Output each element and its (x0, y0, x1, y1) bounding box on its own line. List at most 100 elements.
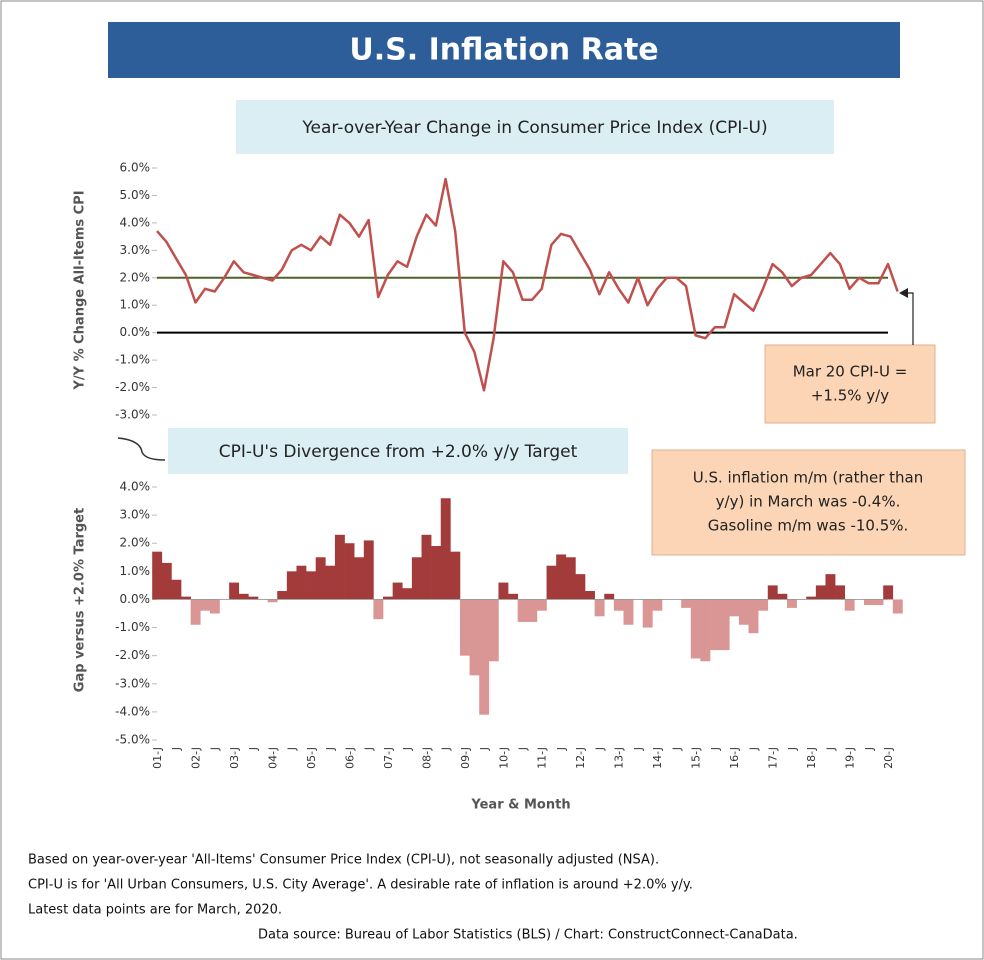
y-tick-label: 4.0% (120, 215, 151, 229)
gap-bar (373, 599, 384, 620)
gap-bar (719, 599, 730, 651)
gap-bar (363, 540, 374, 600)
x-tick-label: 01-J (151, 747, 164, 769)
x-tick-label: 05-J (305, 747, 318, 769)
gap-bar (575, 574, 586, 600)
chart-title: U.S. Inflation Rate (349, 33, 658, 68)
gap-bar (613, 599, 624, 611)
gap-bar (411, 557, 422, 600)
gap-bar (277, 591, 288, 600)
gap-bar (681, 599, 692, 608)
x-tick-label: J (247, 747, 260, 751)
x-tick-label: 17-J (767, 747, 780, 769)
y-tick-label: 0.0% (120, 325, 151, 339)
gap-bar (623, 599, 634, 625)
x-tick-label: 07-J (382, 747, 395, 769)
gap-bar (161, 562, 172, 600)
gap-bar (883, 585, 894, 600)
gap-bar (738, 599, 749, 625)
x-tick-label: 06-J (343, 747, 356, 769)
y-tick-label: -3.0% (115, 676, 150, 690)
gap-bar (200, 599, 211, 611)
gap-bar (392, 582, 403, 600)
y-tick-label: 4.0% (120, 480, 151, 494)
x-tick-label: J (324, 747, 337, 751)
y2-axis-title: Gap versus +2.0% Target (73, 508, 88, 692)
x-tick-label: J (670, 747, 683, 751)
gap-bar (459, 599, 470, 656)
gap-bar (296, 565, 307, 600)
y-tick-label: 1.0% (120, 564, 151, 578)
gap-bar (440, 498, 451, 600)
gap-bar (565, 557, 576, 600)
gap-bar (450, 551, 461, 600)
gap-bar (517, 599, 528, 622)
title-banner (108, 22, 900, 78)
x-tick-label: 04-J (266, 747, 279, 769)
annotation-arrow (906, 292, 914, 345)
gap-bar (863, 599, 874, 606)
y-tick-label: 3.0% (120, 508, 151, 522)
annotation-text: U.S. inflation m/m (rather than (693, 469, 924, 487)
gap-bar (527, 599, 538, 622)
x-tick-label: J (555, 747, 568, 751)
gap-bar (421, 534, 432, 600)
x-tick-label: 16-J (728, 747, 741, 769)
annotation-text: +1.5% y/y (811, 387, 889, 405)
x-tick-label: 03-J (228, 747, 241, 769)
footnote: Based on year-over-year 'All-Items' Cons… (28, 853, 659, 868)
gap-bar (431, 546, 442, 600)
gap-bar (873, 599, 884, 606)
gap-bar (383, 596, 393, 600)
gap-bar (325, 565, 336, 600)
x-tick-label: J (363, 747, 376, 751)
gap-bar (556, 554, 567, 600)
gap-bar (536, 599, 547, 611)
subtitle-box (236, 100, 834, 154)
gap-bar (642, 599, 653, 628)
gap-bar (806, 596, 817, 600)
y-axis-title: Y/Y % Change All-Items CPI (73, 190, 88, 390)
y-tick-label: -1.0% (115, 620, 150, 634)
gap-bar (306, 571, 317, 600)
y-tick-label: 6.0% (120, 161, 151, 175)
gap-bar (652, 599, 663, 611)
y-tick-label: 2.0% (120, 536, 151, 550)
gap-bar (690, 599, 701, 659)
x-tick-label: J (170, 747, 183, 751)
x-tick-label: J (478, 747, 491, 751)
x-tick-label: J (709, 747, 722, 751)
subtitle: Year-over-Year Change in Consumer Price … (301, 118, 767, 138)
annotation-text: y/y) in March was -0.4%. (716, 493, 901, 511)
x-axis-title: Year & Month (470, 798, 570, 813)
lower-subtitle: CPI-U's Divergence from +2.0% y/y Target (219, 442, 578, 462)
x-tick-label: J (632, 747, 645, 751)
y-tick-label: -2.0% (115, 648, 150, 662)
connector (117, 437, 166, 461)
gap-bar (152, 551, 163, 600)
x-tick-label: J (440, 747, 453, 751)
x-tick-label: 18-J (805, 747, 818, 769)
gap-bar (334, 534, 345, 600)
x-tick-label: 19-J (844, 747, 857, 769)
gap-bar (479, 599, 490, 715)
x-tick-label: 20-J (882, 747, 895, 769)
gap-bar (190, 599, 201, 625)
gap-bar (700, 599, 711, 662)
footnote: Latest data points are for March, 2020. (28, 903, 282, 918)
x-tick-label: 15-J (690, 747, 703, 769)
gap-bar (286, 571, 297, 600)
gap-bar (758, 599, 769, 611)
gap-bar (844, 599, 855, 611)
gap-bar (267, 599, 278, 603)
x-tick-label: J (593, 747, 606, 751)
gap-bar (729, 599, 740, 617)
annotation-box (651, 449, 966, 556)
y-tick-label: 1.0% (120, 298, 151, 312)
y-tick-label: -4.0% (115, 704, 150, 718)
gap-bar (835, 585, 846, 600)
gap-bar (546, 565, 557, 600)
x-tick-label: 12-J (574, 747, 587, 769)
annotation-text: Mar 20 CPI-U = (793, 363, 908, 381)
